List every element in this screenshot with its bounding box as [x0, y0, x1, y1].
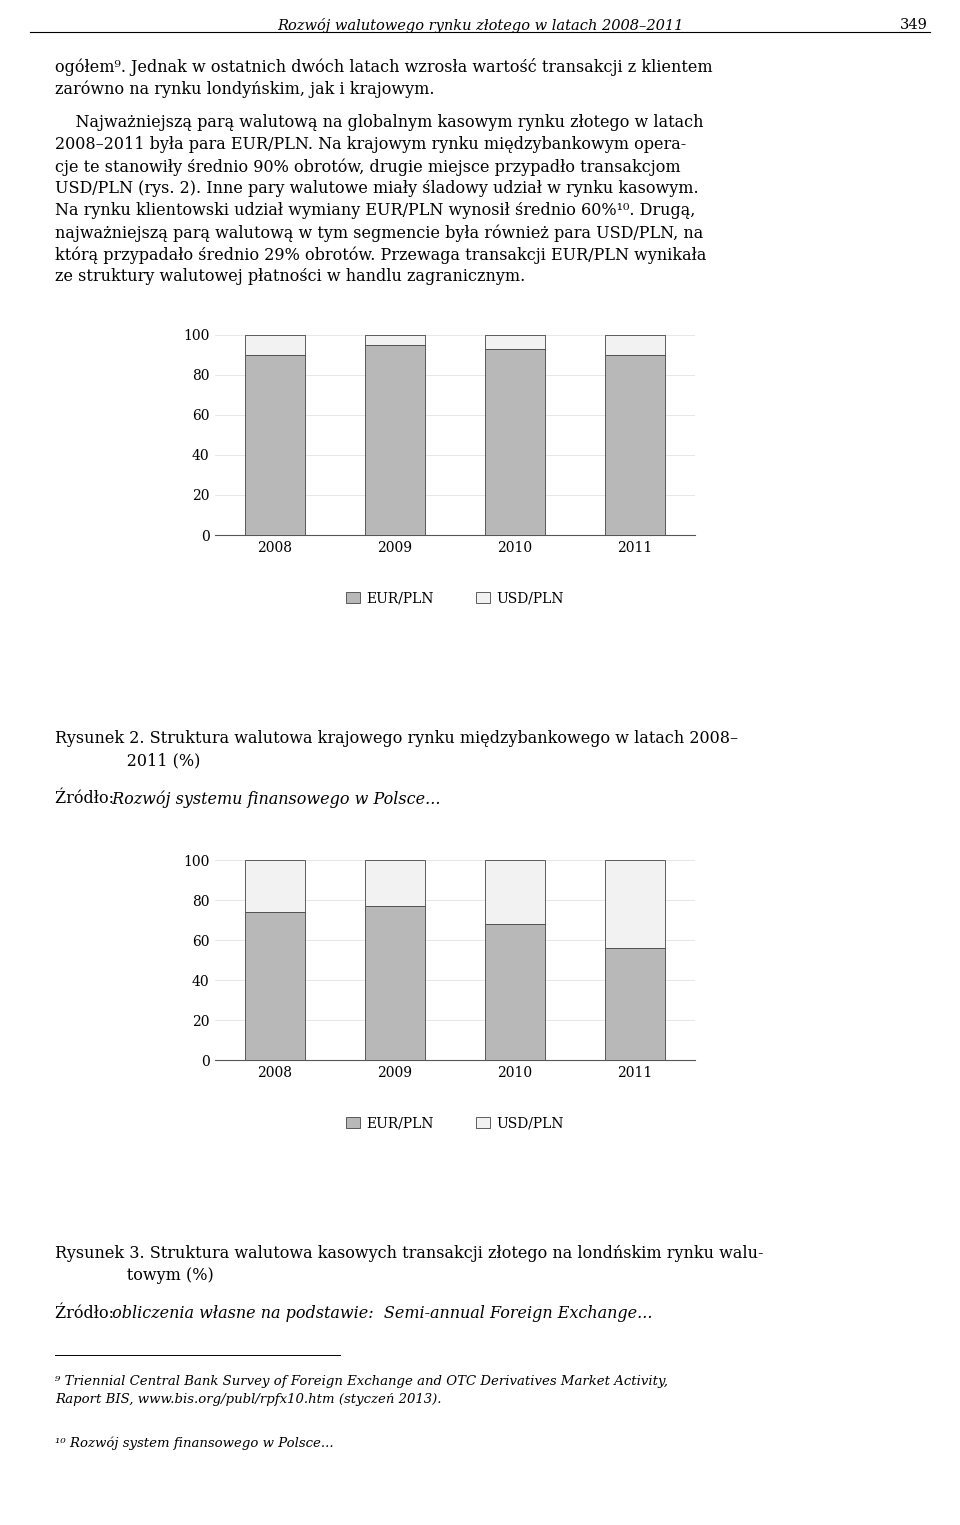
Text: Raport BIS, www.bis.org/publ/rpfx10.htm (styczeń 2013).: Raport BIS, www.bis.org/publ/rpfx10.htm …: [55, 1392, 442, 1406]
Bar: [365, 345, 425, 535]
Legend: EUR/PLN, USD/PLN: EUR/PLN, USD/PLN: [340, 586, 569, 612]
Text: ogółem⁹. Jednak w ostatnich dwóch latach wzrosła wartość transakcji z klientem: ogółem⁹. Jednak w ostatnich dwóch latach…: [55, 58, 712, 76]
Text: Rozwój walutowego rynku złotego w latach 2008–2011: Rozwój walutowego rynku złotego w latach…: [276, 18, 684, 34]
Text: Na rynku klientowski udział wymiany EUR/PLN wynosił średnio 60%¹⁰. Drugą,: Na rynku klientowski udział wymiany EUR/…: [55, 201, 695, 220]
Bar: [245, 336, 305, 355]
Bar: [485, 860, 545, 924]
Bar: [485, 349, 545, 535]
Text: USD/PLN (rys. 2). Inne pary walutowe miały śladowy udział w rynku kasowym.: USD/PLN (rys. 2). Inne pary walutowe mia…: [55, 180, 699, 197]
Bar: [485, 924, 545, 1060]
Text: Rozwój systemu finansowego w Polsce...: Rozwój systemu finansowego w Polsce...: [107, 790, 441, 808]
Text: 2008–2011 była para EUR/PLN. Na krajowym rynku międzybankowym opera-: 2008–2011 była para EUR/PLN. Na krajowym…: [55, 136, 686, 152]
Bar: [605, 949, 665, 1060]
Text: najważniejszą parą walutową w tym segmencie była również para USD/PLN, na: najważniejszą parą walutową w tym segmen…: [55, 224, 704, 241]
Bar: [485, 336, 545, 349]
Text: Źródło:: Źródło:: [55, 1305, 119, 1322]
Text: ⁹ Triennial Central Bank Survey of Foreign Exchange and OTC Derivatives Market A: ⁹ Triennial Central Bank Survey of Forei…: [55, 1376, 668, 1388]
Bar: [605, 336, 665, 355]
Bar: [245, 912, 305, 1060]
Legend: EUR/PLN, USD/PLN: EUR/PLN, USD/PLN: [340, 1110, 569, 1136]
Bar: [365, 906, 425, 1060]
Text: Rysunek 3. Struktura walutowa kasowych transakcji złotego na londńskim rynku wal: Rysunek 3. Struktura walutowa kasowych t…: [55, 1244, 763, 1263]
Text: 2011 (%): 2011 (%): [55, 752, 201, 769]
Text: Rysunek 2. Struktura walutowa krajowego rynku międzybankowego w latach 2008–: Rysunek 2. Struktura walutowa krajowego …: [55, 730, 738, 747]
Bar: [365, 336, 425, 345]
Text: którą przypadało średnio 29% obrotów. Przewaga transakcji EUR/PLN wynikała: którą przypadało średnio 29% obrotów. Pr…: [55, 246, 707, 264]
Text: 349: 349: [900, 18, 928, 32]
Text: zarówno na rynku londyńskim, jak i krajowym.: zarówno na rynku londyńskim, jak i krajo…: [55, 79, 435, 98]
Bar: [605, 355, 665, 535]
Text: towym (%): towym (%): [55, 1267, 214, 1284]
Bar: [245, 860, 305, 912]
Bar: [245, 355, 305, 535]
Bar: [605, 860, 665, 949]
Text: Źródło:: Źródło:: [55, 790, 119, 807]
Text: Najważniejszą parą walutową na globalnym kasowym rynku złotego w latach: Najważniejszą parą walutową na globalnym…: [55, 114, 704, 131]
Bar: [365, 860, 425, 906]
Text: ¹⁰ Rozwój system finansowego w Polsce...: ¹⁰ Rozwój system finansowego w Polsce...: [55, 1437, 334, 1449]
Text: obliczenia własne na podstawie:  Semi-annual Foreign Exchange...: obliczenia własne na podstawie: Semi-ann…: [107, 1305, 653, 1322]
Text: cje te stanowiły średnio 90% obrotów, drugie miejsce przypadło transakcjom: cje te stanowiły średnio 90% obrotów, dr…: [55, 159, 681, 175]
Text: ze struktury walutowej płatności w handlu zagranicznym.: ze struktury walutowej płatności w handl…: [55, 268, 525, 285]
